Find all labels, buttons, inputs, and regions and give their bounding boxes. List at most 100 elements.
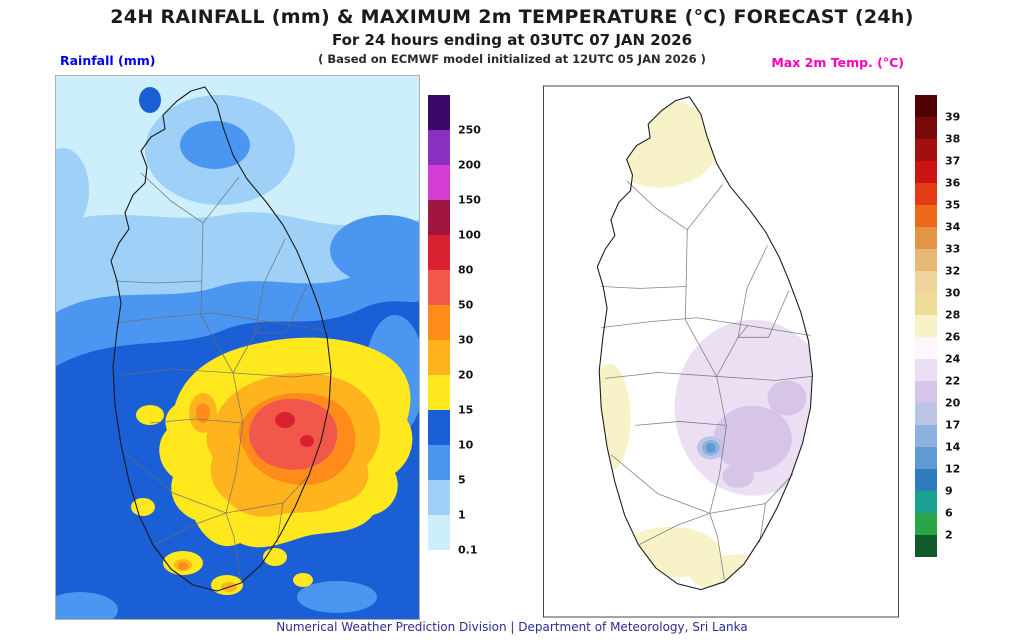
legend-swatch: [915, 491, 937, 513]
legend-swatch: [915, 249, 937, 271]
legend-swatch: [915, 139, 937, 161]
legend-swatch: [428, 410, 450, 445]
legend-value: 35: [945, 198, 961, 212]
legend-swatch: [915, 271, 937, 293]
temperature-map: [542, 85, 900, 618]
rain-band-30-spot: [178, 562, 188, 570]
legend-swatch: [428, 515, 450, 550]
rain-band-1-patch: [55, 148, 89, 232]
legend-value: 30: [458, 333, 474, 347]
legend-swatch: [915, 293, 937, 315]
legend-value: 12: [945, 462, 961, 476]
legend-value: 37: [945, 154, 961, 168]
legend-value: 9: [945, 484, 953, 498]
legend-value: 39: [945, 110, 961, 124]
rain-band-5-patch: [55, 592, 118, 620]
legend-value: 32: [945, 264, 961, 278]
legend-value: 200: [458, 158, 481, 172]
legend-value: 24: [945, 352, 961, 366]
legend-value: 17: [945, 418, 961, 432]
legend-value: 100: [458, 228, 481, 242]
legend-value: 28: [945, 308, 961, 322]
legend-swatch: [915, 95, 937, 117]
legend-value: 34: [945, 220, 961, 234]
district-boundaries: [601, 180, 812, 580]
rainfall-colorbar: [428, 95, 450, 550]
legend-swatch: [428, 130, 450, 165]
temperature-panel-label: Max 2m Temp. (°C): [771, 55, 904, 70]
legend-swatch: [428, 375, 450, 410]
legend-swatch: [915, 205, 937, 227]
temperature-colorbar: [915, 95, 937, 557]
rain-band-10-spot: [139, 87, 161, 113]
page-title: 24H RAINFALL (mm) & MAXIMUM 2m TEMPERATU…: [110, 6, 914, 28]
sri-lanka-coastline: [110, 86, 332, 592]
footer-credit: Numerical Weather Prediction Division | …: [276, 620, 748, 634]
legend-swatch: [915, 227, 937, 249]
legend-swatch: [915, 403, 937, 425]
legend-swatch: [915, 535, 937, 557]
legend-swatch: [428, 95, 450, 130]
legend-value: 6: [945, 506, 953, 520]
page-subtitle: For 24 hours ending at 03UTC 07 JAN 2026: [331, 31, 693, 49]
rain-band-15-spot: [293, 573, 313, 587]
legend-swatch: [428, 235, 450, 270]
legend-swatch: [915, 513, 937, 535]
rainfall-map: [55, 75, 420, 620]
legend-swatch: [915, 447, 937, 469]
rain-band-30-spot: [196, 403, 210, 423]
legend-swatch: [428, 340, 450, 375]
legend-swatch: [915, 337, 937, 359]
legend-value: 22: [945, 374, 961, 388]
temp-cool-patch: [713, 405, 792, 473]
legend-value: 20: [458, 368, 474, 382]
legend-swatch: [428, 270, 450, 305]
legend-swatch: [428, 445, 450, 480]
rain-band-5-patch: [180, 121, 250, 169]
temp-cold-core: [705, 442, 716, 453]
legend-value: 15: [458, 403, 474, 417]
district-boundaries: [114, 172, 331, 582]
legend-value: 38: [945, 132, 961, 146]
legend-swatch: [428, 305, 450, 340]
legend-value: 26: [945, 330, 961, 344]
legend-swatch: [915, 469, 937, 491]
rain-band-5-patch: [330, 215, 420, 285]
legend-value: 33: [945, 242, 961, 256]
legend-value: 5: [458, 473, 466, 487]
rainfall-legend: 250 200 150 100 80 50 30 20 15 10 5 1 0.1: [428, 95, 498, 557]
temperature-map-frame: [543, 85, 899, 618]
rain-band-50: [249, 398, 338, 470]
legend-swatch: [915, 117, 937, 139]
legend-value: 50: [458, 298, 474, 312]
sri-lanka-coastline: [596, 96, 813, 591]
legend-swatch: [915, 161, 937, 183]
rainfall-map-frame: [55, 75, 420, 620]
legend-value: 150: [458, 193, 481, 207]
legend-value: 80: [458, 263, 474, 277]
legend-swatch: [428, 200, 450, 235]
rain-band-5-patch: [297, 581, 377, 613]
model-info: ( Based on ECMWF model initialized at 12…: [318, 52, 706, 66]
temperature-legend: 39 38 37 36 35 34 33 32 30 28 26 24 22 20 17 14 12 9 6 2: [915, 95, 985, 557]
legend-swatch: [915, 183, 937, 205]
legend-value: 10: [458, 438, 474, 452]
legend-swatch: [915, 315, 937, 337]
legend-swatch: [915, 359, 937, 381]
legend-value: 2: [945, 528, 953, 542]
legend-value: 14: [945, 440, 961, 454]
rain-band-80-spot: [275, 412, 295, 428]
legend-value: 0.1: [458, 543, 478, 557]
legend-swatch: [428, 165, 450, 200]
legend-value: 1: [458, 508, 466, 522]
legend-swatch: [915, 381, 937, 403]
rainfall-panel-label: Rainfall (mm): [60, 53, 156, 68]
legend-value: 30: [945, 286, 961, 300]
rain-band-80-spot: [300, 435, 314, 447]
temp-cool-patch: [722, 464, 754, 488]
temp-cool-patch: [767, 380, 807, 416]
legend-value: 36: [945, 176, 961, 190]
legend-value: 20: [945, 396, 961, 410]
rain-band-15-spot: [136, 405, 164, 425]
